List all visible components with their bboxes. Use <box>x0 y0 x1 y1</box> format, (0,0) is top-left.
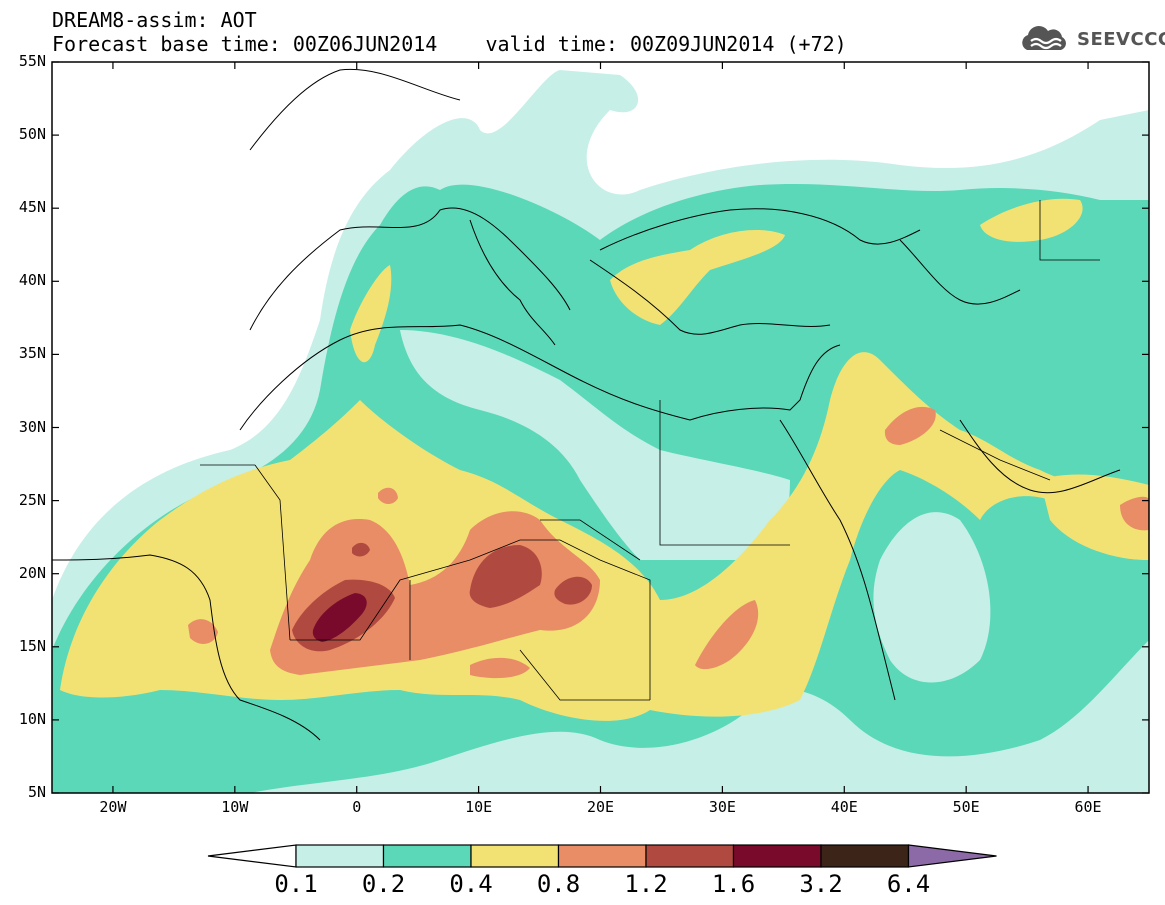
lon-label: 40E <box>830 798 858 816</box>
colorbar-swatch <box>645 844 735 868</box>
aot-orange-algeria <box>378 487 398 504</box>
coastlines <box>52 68 1121 741</box>
colorbar-label: 0.4 <box>449 870 493 898</box>
colorbar-swatch <box>470 844 560 868</box>
lat-label: 5N <box>27 783 46 801</box>
aot-darkred-hoggar <box>352 542 370 557</box>
aot-orange-mauritania <box>188 619 218 644</box>
logo-text: SEEVCCC <box>1077 28 1165 50</box>
aot-orange-iraq <box>884 406 936 445</box>
aot-yellow-arabia <box>1040 474 1149 560</box>
colorbar-swatch <box>732 844 822 868</box>
colorbar-swatch <box>295 844 385 868</box>
lon-label: 20E <box>586 798 615 816</box>
lon-label: 20W <box>99 798 127 816</box>
lat-label: 50N <box>18 125 46 144</box>
base-time-label: Forecast base time: 00Z06JUN2014 <box>52 32 438 56</box>
colorbar-arrow-high <box>907 844 997 868</box>
seevccc-logo: SEEVCCC <box>1017 24 1165 54</box>
lon-label: 50E <box>952 798 980 816</box>
colorbar-label: 1.6 <box>711 870 756 898</box>
aot-clear-med <box>400 330 790 560</box>
aot-colorbar <box>207 844 997 868</box>
lat-label: 20N <box>18 563 46 582</box>
lat-label: 25N <box>18 490 46 509</box>
lat-label: 40N <box>18 271 46 290</box>
lon-label: 10E <box>465 798 493 816</box>
lat-label: 45N <box>18 198 46 217</box>
lat-label: 55N <box>18 52 46 70</box>
axis-ticks <box>52 61 1149 794</box>
aot-field <box>52 62 1149 793</box>
colorbar-swatch <box>820 844 910 868</box>
aot-darkred-niger <box>469 545 542 608</box>
map-title: DREAM8-assim: AOT <box>52 8 257 32</box>
aot-clear-arabia <box>873 512 991 683</box>
colorbar-label: 6.4 <box>886 870 931 898</box>
lat-label: 15N <box>18 636 46 655</box>
colorbar-swatch <box>557 844 647 868</box>
colorbar-swatch <box>382 844 472 868</box>
aot-contour-1.6 <box>312 593 367 642</box>
aot-orange-chad <box>470 657 530 679</box>
colorbar-label: 0.8 <box>536 870 581 898</box>
aot-darkred-chad <box>554 576 592 605</box>
colorbar-label: 0.2 <box>361 870 406 898</box>
lon-label: 0 <box>352 798 362 816</box>
lat-label: 35N <box>18 344 46 363</box>
lon-label: 10W <box>221 798 249 816</box>
lon-label: 60E <box>1074 798 1102 816</box>
aot-orange-sudan <box>695 600 759 670</box>
lat-label: 30N <box>18 417 46 436</box>
aot-orange-arabia <box>1120 496 1149 531</box>
cloud-icon <box>1022 26 1066 50</box>
lat-label: 10N <box>18 709 46 728</box>
colorbar-arrow-low <box>207 844 297 868</box>
aot-yellow-balkans <box>610 230 785 325</box>
country-borders <box>200 200 1100 701</box>
colorbar-label: 0.1 <box>274 870 318 898</box>
valid-time-label: valid time: 00Z09JUN2014 (+72) <box>485 32 847 56</box>
colorbar-label: 3.2 <box>799 870 843 898</box>
colorbar-label: 1.2 <box>624 870 668 898</box>
aot-yellow-caspian <box>980 198 1083 242</box>
lon-label: 30E <box>708 798 736 816</box>
forecast-base-time: Forecast base time: 00Z06JUN2014 valid t… <box>52 33 847 55</box>
aot-yellow-westmed <box>350 265 392 363</box>
